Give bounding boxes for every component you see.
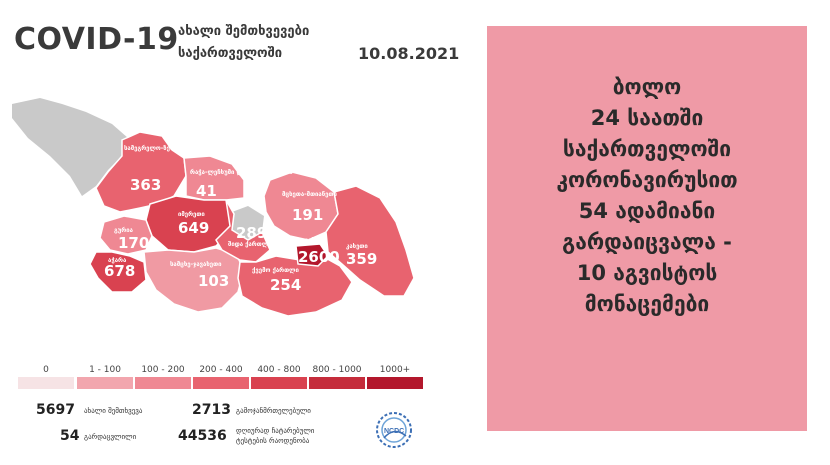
region-name-shida-kartli: შიდა ქართლი [228, 241, 272, 248]
ncdc-logo-text: NCDC [384, 428, 404, 435]
region-name-mtskheta: მცხეთა-მთიანეთი [282, 191, 337, 198]
tests-label-line1: დღიურად ჩატარებული [236, 427, 315, 435]
panel-line-5: 54 ადამიანი [578, 199, 716, 223]
legend-label-3: 200 - 400 [199, 365, 243, 375]
subtitle-line-1: ახალი შემთხვევები [178, 24, 310, 39]
region-tskhinvali-grey [232, 206, 264, 240]
region-value-samtskhe: 103 [198, 272, 229, 290]
tests-value: 44536 [178, 428, 227, 444]
region-samtskhe [143, 247, 245, 313]
legend-label-4: 400 - 800 [257, 365, 301, 375]
region-abkhazia-grey [12, 98, 128, 196]
new-cases-value: 5697 [36, 402, 75, 418]
region-kakheti [325, 185, 415, 297]
region-name-racha: რაჭა-ლეჩხუმი და ქვემო სვანეთი [190, 169, 293, 176]
recovered-label: გამოჯანმრთელებული [236, 407, 311, 415]
region-name-kakheti: კახეთი [346, 243, 368, 250]
deaths-value: 54 [60, 428, 80, 444]
region-name-imereti: იმერეთი [178, 211, 205, 218]
deaths-label: გარდაცვლილი [84, 433, 137, 441]
region-name-guria: გურია [114, 227, 134, 234]
region-name-samegrelo: სამეგრელო-ზემო სვანეთი [124, 145, 206, 152]
region-value-kakheti: 359 [346, 250, 377, 268]
legend-swatch-1 [77, 377, 133, 389]
panel-line-6: გარდაიცვალა - [562, 230, 732, 254]
region-adjara [89, 251, 147, 293]
legend-label-6: 1000+ [379, 365, 411, 375]
ncdc-logo-icon: NCDC [368, 408, 424, 450]
region-name-samtskhe: სამცხე-ჯავახეთი [170, 261, 222, 268]
region-value-kvemo-kartli: 254 [270, 276, 301, 294]
region-value-guria: 170 [118, 234, 149, 252]
panel-line-4: კორონავირუსით [556, 168, 738, 192]
region-guria [99, 215, 153, 255]
region-value-shida-kartli: 289 [236, 224, 267, 242]
region-name-adjara: აჭარა [108, 257, 127, 264]
region-tbilisi [295, 243, 329, 267]
legend-label-5: 800 - 1000 [312, 365, 362, 375]
region-kvemo-kartli [237, 255, 353, 317]
region-value-tbilisi: 2600 [298, 248, 340, 266]
region-racha [183, 155, 245, 201]
panel-line-3: საქართველოში [562, 137, 732, 161]
region-shida-kartli [215, 199, 271, 263]
region-mtskheta [263, 171, 339, 241]
legend-label-0: 0 [43, 365, 49, 375]
legend-swatch-5 [309, 377, 365, 389]
legend-swatch-4 [251, 377, 307, 389]
legend-swatch-2 [135, 377, 191, 389]
panel-line-1: ბოლო [612, 75, 682, 99]
region-value-mtskheta: 191 [292, 206, 323, 224]
legend-swatch-3 [193, 377, 249, 389]
georgia-map: სამეგრელო-ზემო სვანეთი რაჭა-ლეჩხუმი და ქ… [12, 98, 415, 317]
region-name-kvemo-kartli: ქვემო ქართლი [252, 267, 299, 274]
panel-line-7: 10 აგვისტოს [576, 261, 718, 285]
death-notice-text: ბოლო 24 საათში საქართველოში კორონავირუსი… [487, 72, 807, 320]
subtitle-line-2: საქართველოში [178, 46, 283, 61]
infographic-title: COVID-19 [14, 22, 179, 57]
death-notice-panel: ბოლო 24 საათში საქართველოში კორონავირუსი… [487, 26, 807, 431]
new-cases-label: ახალი შემთხვევა [84, 407, 143, 415]
tests-label-line2: ტესტების რაოდენობა [236, 437, 310, 445]
region-value-racha: 41 [196, 182, 217, 200]
legend-label-1: 1 - 100 [89, 365, 121, 375]
legend-swatch-6 [367, 377, 423, 389]
panel-line-2: 24 საათში [590, 106, 704, 130]
region-value-samegrelo: 363 [130, 176, 161, 194]
legend-swatch-0 [18, 377, 74, 389]
recovered-value: 2713 [192, 402, 231, 418]
region-name-tbilisi: თბილისი [290, 237, 319, 244]
report-date: 10.08.2021 [358, 44, 460, 63]
panel-line-8: მონაცემები [584, 292, 710, 316]
legend-label-2: 100 - 200 [141, 365, 185, 375]
region-value-imereti: 649 [178, 219, 209, 237]
region-value-adjara: 678 [104, 262, 135, 280]
